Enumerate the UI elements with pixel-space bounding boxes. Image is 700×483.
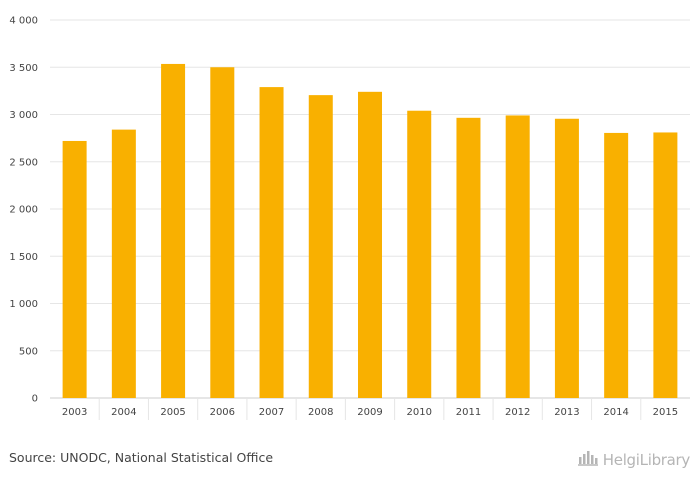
x-tick-label: 2006 [210,407,235,418]
x-tick-label: 2007 [259,407,284,418]
y-axis-ticks: 0 500 1 000 1 500 2 000 2 500 3 000 3 500 4 000 [9,16,38,405]
x-tick-label: 2003 [62,407,87,418]
bar-2014[interactable] [604,132,629,399]
y-tick-label: 2 500 [9,157,38,168]
x-axis-ticks: 2003 2004 2005 2006 2007 2008 2009 2010 2011 2012… [62,398,678,420]
library-building-icon [577,448,599,471]
brand-name: HelgiLibrary [602,450,691,469]
bar-2015[interactable] [653,132,678,398]
x-tick-label: 2008 [308,407,333,418]
bar-2005[interactable] [161,63,186,398]
bar-2011[interactable] [456,117,481,399]
x-tick-label: 2011 [456,407,481,418]
y-tick-label: 0 [32,394,38,405]
x-tick-label: 2013 [554,407,579,418]
bars [62,63,678,399]
y-tick-label: 1 000 [9,299,38,310]
bar-2003[interactable] [62,140,87,398]
bar-2007[interactable] [259,87,284,398]
bar-2012[interactable] [505,115,530,398]
x-tick-label: 2012 [505,407,530,418]
y-tick-label: 4 000 [9,16,38,27]
x-tick-label: 2004 [111,407,136,418]
x-tick-label: 2014 [603,407,628,418]
y-tick-label: 3 000 [9,110,38,121]
x-tick-label: 2005 [160,407,185,418]
source-note: Source: UNODC, National Statistical Offi… [9,450,274,465]
bar-2006[interactable] [210,67,235,398]
y-tick-label: 500 [19,346,38,357]
bar-2004[interactable] [111,129,136,398]
bar-2010[interactable] [407,110,432,398]
bar-2009[interactable] [358,91,382,398]
bar-2008[interactable] [308,95,333,398]
bar-2013[interactable] [554,118,579,398]
y-tick-label: 1 500 [9,252,38,263]
x-tick-label: 2015 [653,407,678,418]
y-tick-label: 2 000 [9,205,38,216]
x-tick-label: 2010 [407,407,432,418]
brand-logo[interactable]: HelgiLibrary [577,448,690,471]
x-tick-label: 2009 [357,407,382,418]
y-tick-label: 3 500 [9,63,38,74]
